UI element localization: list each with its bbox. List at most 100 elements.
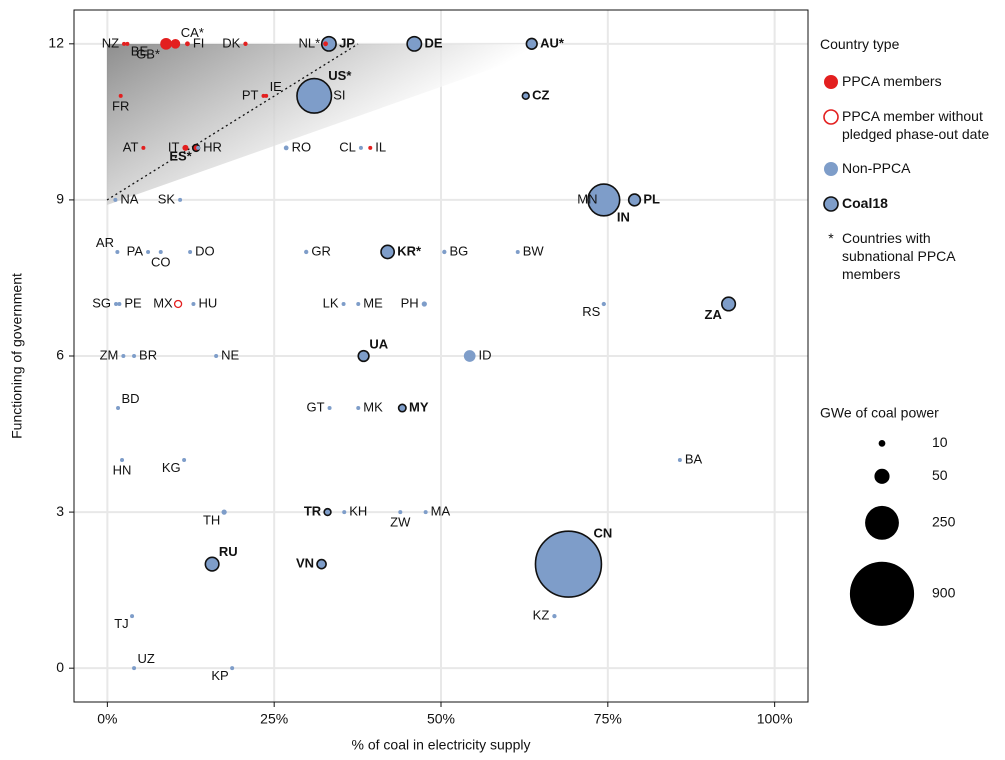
point-label: MY: [409, 399, 429, 414]
point-label: PH: [401, 295, 419, 310]
point-label: MX: [153, 295, 173, 310]
shaded-region: [107, 44, 562, 205]
point: [398, 510, 403, 515]
point: [601, 301, 606, 307]
point: [196, 145, 201, 150]
point-label: PT: [242, 87, 259, 102]
point: [296, 77, 333, 114]
point-label: BA: [685, 451, 703, 466]
x-tick-label: 25%: [260, 711, 288, 727]
point: [323, 507, 332, 517]
legend-marker: [824, 75, 838, 89]
point: [243, 41, 248, 46]
point-label: DE: [424, 35, 442, 50]
y-axis-title: Functioning of government: [9, 273, 25, 439]
point-label: SK: [158, 191, 176, 206]
point-label: CO: [151, 254, 171, 269]
point-label: BG: [449, 243, 468, 258]
point: [125, 41, 130, 46]
point-label: GB*: [136, 46, 160, 61]
legend-label: PPCA members: [842, 73, 942, 89]
legend: Country type PPCA members PPCA member wit…: [820, 36, 1000, 299]
point: [327, 406, 332, 411]
point: [132, 354, 137, 358]
point: [146, 249, 151, 254]
point: [406, 35, 423, 52]
point: [316, 558, 327, 570]
size-legend-title: GWe of coal power: [820, 405, 939, 421]
x-axis-title: % of coal in electricity supply: [352, 737, 531, 753]
point: [323, 41, 328, 47]
point-label: JP: [339, 35, 355, 50]
point: [132, 666, 137, 671]
point-label: BW: [523, 243, 545, 258]
point: [214, 354, 219, 358]
point: [326, 93, 331, 98]
point-label: CL: [339, 139, 356, 154]
point-label: VN: [296, 556, 314, 571]
point: [515, 249, 520, 254]
point: [182, 144, 189, 151]
legend-item: PPCA members: [820, 72, 1000, 91]
point-label: CZ: [532, 87, 549, 102]
point-label: UZ: [137, 651, 154, 666]
point-label: AU*: [540, 35, 565, 50]
point-label: MN: [577, 191, 597, 206]
point: [397, 403, 407, 413]
point: [304, 249, 309, 255]
point: [342, 510, 347, 515]
legend-symbol: *: [828, 230, 834, 246]
legend-marker: [824, 162, 838, 176]
point: [130, 614, 135, 619]
point-label: RU: [219, 544, 238, 559]
point: [721, 296, 737, 312]
point: [141, 145, 146, 150]
point: [627, 193, 642, 207]
point: [178, 197, 183, 202]
point-label: IN: [617, 209, 630, 224]
point: [552, 614, 557, 619]
point: [182, 458, 187, 463]
point: [368, 145, 373, 150]
point-label: AT: [123, 139, 139, 154]
x-tick-label: 0%: [97, 711, 117, 727]
point: [356, 406, 361, 411]
size-legend-label: 10: [932, 434, 948, 450]
point: [191, 301, 196, 306]
point-label: BR: [139, 347, 157, 362]
point-label: ES*: [169, 149, 192, 164]
point: [204, 556, 220, 572]
point-label: LK: [323, 295, 339, 310]
legend-label: Countries with subnational PPCA members: [842, 230, 955, 282]
point: [113, 197, 118, 202]
point-label: NE: [221, 347, 239, 362]
point-label: KH: [349, 504, 367, 519]
point: [423, 510, 428, 515]
point: [160, 37, 172, 50]
point-label: PL: [643, 191, 660, 206]
size-legend-marker: [874, 468, 890, 484]
point-label: TH: [203, 512, 220, 527]
point: [534, 530, 603, 598]
point: [380, 244, 396, 260]
point: [221, 509, 227, 515]
legend-item: Non-PPCA: [820, 159, 1000, 178]
point-label: MK: [363, 399, 383, 414]
y-tick-label: 0: [56, 659, 64, 675]
point-label: FR: [112, 98, 129, 113]
size-legend-label: 900: [932, 585, 956, 601]
point-label: NL*: [298, 35, 320, 50]
legend-label: Coal18: [842, 195, 888, 211]
point: [421, 301, 427, 307]
point-label: ME: [363, 295, 383, 310]
point: [463, 350, 476, 362]
point-label: NZ: [102, 35, 119, 50]
point-label: ZA: [705, 307, 723, 322]
size-legend-marker: [865, 505, 899, 540]
y-tick-label: 6: [56, 347, 64, 363]
point: [264, 93, 269, 98]
size-legend-marker: [849, 561, 915, 626]
point: [117, 301, 122, 306]
